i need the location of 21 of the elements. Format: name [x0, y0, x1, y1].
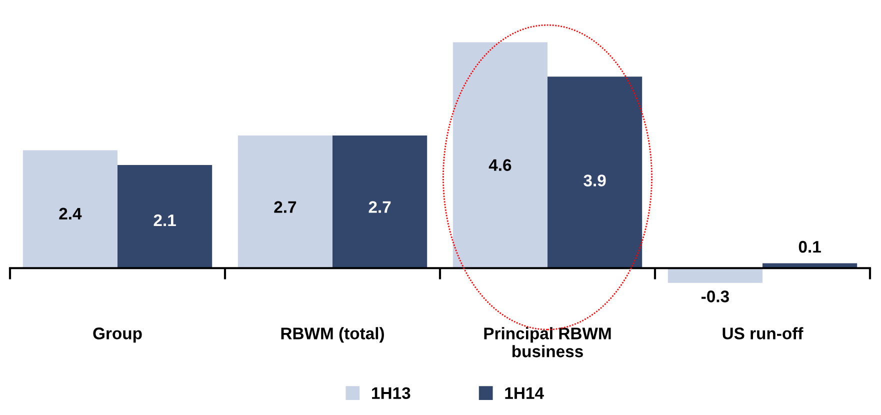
- data-label: -0.3: [701, 290, 729, 302]
- data-label: 2.4: [59, 208, 82, 220]
- data-label: 4.6: [488, 159, 512, 171]
- x-tick-label: RBWM (total): [281, 327, 384, 343]
- bar: [118, 165, 212, 268]
- data-label: 2.7: [274, 201, 296, 213]
- data-label: 3.9: [584, 174, 606, 186]
- bar: [332, 136, 428, 268]
- x-tick-label: Principal RBWM business: [484, 327, 611, 358]
- bar: [668, 268, 762, 283]
- legend-label: 1H14: [505, 387, 544, 399]
- x-tick-label: US run-off: [722, 327, 804, 340]
- bar: [238, 136, 332, 268]
- data-label: 2.7: [368, 201, 391, 213]
- bar: [452, 42, 548, 268]
- data-label: 0.1: [798, 240, 821, 253]
- x-tick-label: Group: [93, 328, 142, 343]
- bar: [22, 150, 118, 268]
- legend-label: 1H13: [372, 387, 410, 400]
- bar: [548, 76, 642, 268]
- data-label: 2.1: [154, 214, 176, 226]
